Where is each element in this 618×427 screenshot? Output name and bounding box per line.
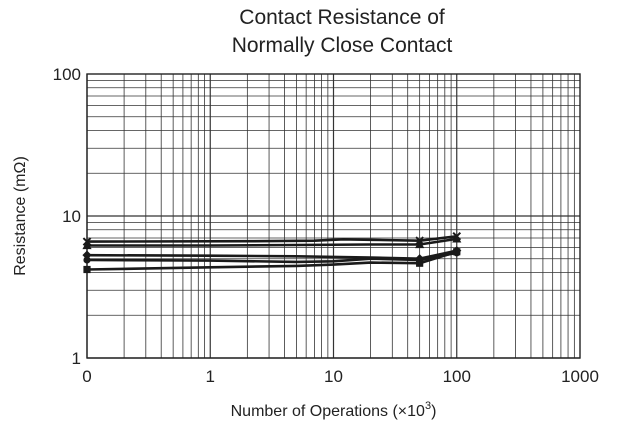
y-tick-label: 100 — [53, 65, 81, 84]
data-point-square — [83, 265, 91, 274]
chart-title-line-2: Normally Close Contact — [231, 34, 453, 57]
plot-frame — [86, 73, 581, 359]
y-axis-label: Resistance (mΩ) — [12, 156, 29, 276]
x-tick-label: 0 — [82, 367, 91, 386]
series-group — [82, 231, 462, 274]
series-line — [86, 235, 457, 243]
y-tick-label: 10 — [62, 207, 81, 226]
x-tick-label: 1000 — [561, 367, 599, 386]
data-point-triangle — [415, 239, 425, 249]
data-point-triangle — [82, 240, 92, 250]
data-point-triangle — [452, 234, 462, 243]
data-point-square — [453, 248, 461, 256]
x-tick-label: 1 — [206, 367, 215, 386]
data-point-square — [416, 259, 424, 267]
x-axis-label-close: ) — [431, 403, 436, 420]
x-axis-label-exponent: 3 — [425, 400, 431, 412]
chart-title-line-1: Contact Resistance of — [239, 6, 445, 29]
y-tick-label: 1 — [72, 349, 81, 368]
grid — [86, 74, 580, 359]
series-line — [86, 249, 458, 261]
series-line — [87, 237, 457, 247]
x-tick-label: 100 — [443, 367, 471, 386]
x-tick-label: 10 — [324, 367, 343, 386]
data-point-circle — [83, 256, 91, 264]
x-axis-label: Number of Operations (×103) — [231, 400, 437, 420]
x-axis-label-text: Number of Operations (×10 — [231, 403, 425, 420]
